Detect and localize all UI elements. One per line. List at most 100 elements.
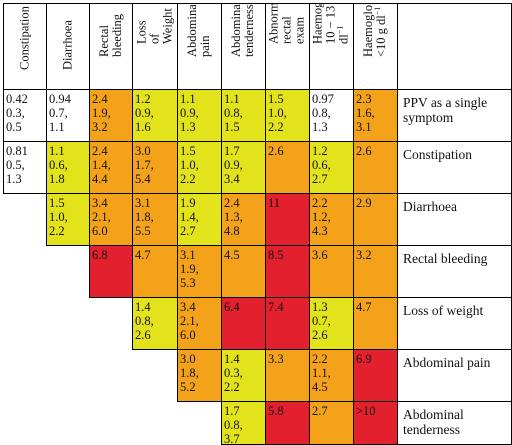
grid-line	[3, 141, 511, 142]
header-label: Haemoglobin <10 g dl−1	[361, 3, 388, 57]
header-label: Constipation	[17, 6, 31, 70]
cell-haemoglobin-under-10: 2.9	[353, 193, 397, 245]
grid-line	[397, 193, 398, 246]
grid-line	[265, 401, 266, 445]
grid-line	[177, 297, 178, 350]
grid-line	[3, 89, 4, 142]
cell-constipation: 0.81 0.5, 1.3	[3, 141, 46, 193]
header-label: Haemoglobin 10 − 13 g dl−1	[310, 3, 351, 44]
grid-line	[221, 89, 222, 142]
cell-haemoglobin-under-10: 3.2	[353, 245, 397, 297]
grid-line	[46, 245, 511, 246]
grid-line	[397, 89, 398, 142]
grid-line	[309, 297, 310, 350]
grid-line	[177, 245, 178, 298]
cell-rectal-bleeding: 2.4 1.9, 3.2	[89, 89, 132, 141]
grid-line	[265, 193, 266, 246]
grid-line	[177, 349, 178, 402]
cell-abdominal-tenderness: 2.4 1.3, 4.8	[221, 193, 265, 245]
cell-abnormal-rectal-exam: 8.5	[265, 245, 309, 297]
cell-haemoglobin-10-13: 3.6	[309, 245, 353, 297]
grid-line	[3, 3, 511, 4]
cell-loss-of-weight: 3.0 1.7, 5.4	[132, 141, 177, 193]
row-label: Loss of weight	[403, 303, 484, 318]
grid-line	[265, 141, 266, 194]
grid-line	[221, 349, 222, 402]
header-label: Diarrhoea	[60, 20, 74, 70]
grid-line	[132, 245, 133, 298]
grid-line	[265, 297, 266, 350]
cell-haemoglobin-10-13: 0.97 0.8, 1.3	[309, 89, 353, 141]
cell-abnormal-rectal-exam: 7.4	[265, 297, 309, 349]
grid-line	[3, 193, 511, 194]
grid-line	[221, 141, 222, 194]
grid-line	[353, 89, 354, 142]
cell-haemoglobin-under-10: 2.6	[353, 141, 397, 193]
grid-line	[46, 141, 47, 194]
cell-diarrhoea: 0.94 0.7, 1.1	[46, 89, 89, 141]
grid-line	[132, 3, 133, 90]
grid-line	[132, 349, 511, 350]
grid-line	[309, 193, 310, 246]
grid-line	[221, 401, 222, 445]
grid-line	[353, 245, 354, 298]
row-label: Diarrhoea	[403, 199, 457, 214]
cell-haemoglobin-under-10: 2.3 1.6, 3.1	[353, 89, 397, 141]
cell-diarrhoea: 1.5 1.0, 2.2	[46, 193, 89, 245]
cell-rectal-bleeding: 2.4 1.4, 4.4	[89, 141, 132, 193]
grid-line	[177, 3, 178, 90]
header-constipation: Constipation	[3, 3, 46, 89]
grid-line	[89, 3, 90, 90]
grid-line	[3, 141, 4, 194]
cell-abdominal-pain: 3.1 1.9, 5.3	[177, 245, 221, 297]
header-label: Abnormal rectal exam	[266, 3, 307, 44]
grid-line	[177, 141, 178, 194]
grid-line	[309, 3, 310, 90]
grid-line	[265, 245, 266, 298]
header-abdominal-pain: Abdominal pain	[177, 3, 221, 89]
grid-line	[397, 297, 398, 350]
cell-haemoglobin-under-10: >10	[353, 401, 397, 444]
grid-line	[353, 141, 354, 194]
header-label: Abdominal pain	[185, 3, 212, 57]
header-haemoglobin-under-10: Haemoglobin <10 g dl−1	[353, 3, 397, 89]
cell-abdominal-tenderness: 1.1 0.8, 1.5	[221, 89, 265, 141]
grid-line	[309, 401, 310, 445]
cell-abdominal-pain: 1.5 1.0, 2.2	[177, 141, 221, 193]
grid-line	[353, 297, 354, 350]
cell-abnormal-rectal-exam: 5.8	[265, 401, 309, 444]
cell-loss-of-weight: 3.1 1.8, 5.5	[132, 193, 177, 245]
cell-loss-of-weight: 1.2 0.9, 1.6	[132, 89, 177, 141]
cell-abnormal-rectal-exam: 1.5 1.0, 2.2	[265, 89, 309, 141]
grid-line	[177, 89, 178, 142]
cell-haemoglobin-10-13: 2.7	[309, 401, 353, 444]
row-label: Rectal bleeding	[403, 251, 488, 266]
cell-haemoglobin-under-10: 4.7	[353, 297, 397, 349]
cell-haemoglobin-10-13: 1.2 0.6, 2.7	[309, 141, 353, 193]
row-label: PPV as a single symptom	[403, 95, 488, 125]
cell-abdominal-tenderness: 4.5	[221, 245, 265, 297]
grid-line	[397, 141, 398, 194]
header-label: Rectal bleeding	[96, 13, 124, 57]
cell-abnormal-rectal-exam: 11	[265, 193, 309, 245]
grid-line	[46, 89, 47, 142]
row-label: Abdominal tenderness	[403, 407, 464, 437]
cell-abnormal-rectal-exam: 2.6	[265, 141, 309, 193]
row-label: Abdominal pain	[403, 355, 491, 370]
header-abnormal-rectal-exam: Abnormal rectal exam	[265, 3, 309, 89]
grid-line	[353, 193, 354, 246]
grid-line	[46, 3, 47, 90]
cell-haemoglobin-under-10: 6.9	[353, 349, 397, 401]
grid-line	[89, 297, 511, 298]
grid-line	[353, 349, 354, 402]
grid-line	[3, 89, 511, 90]
grid-line	[132, 297, 133, 350]
header-loss-of-weight: Loss of Weight	[132, 3, 177, 89]
grid-line	[89, 141, 90, 194]
cell-abdominal-tenderness: 6.4	[221, 297, 265, 349]
grid-line	[177, 193, 178, 246]
grid-line	[89, 89, 90, 142]
grid-line	[309, 141, 310, 194]
grid-line	[397, 245, 398, 298]
grid-line	[265, 349, 266, 402]
